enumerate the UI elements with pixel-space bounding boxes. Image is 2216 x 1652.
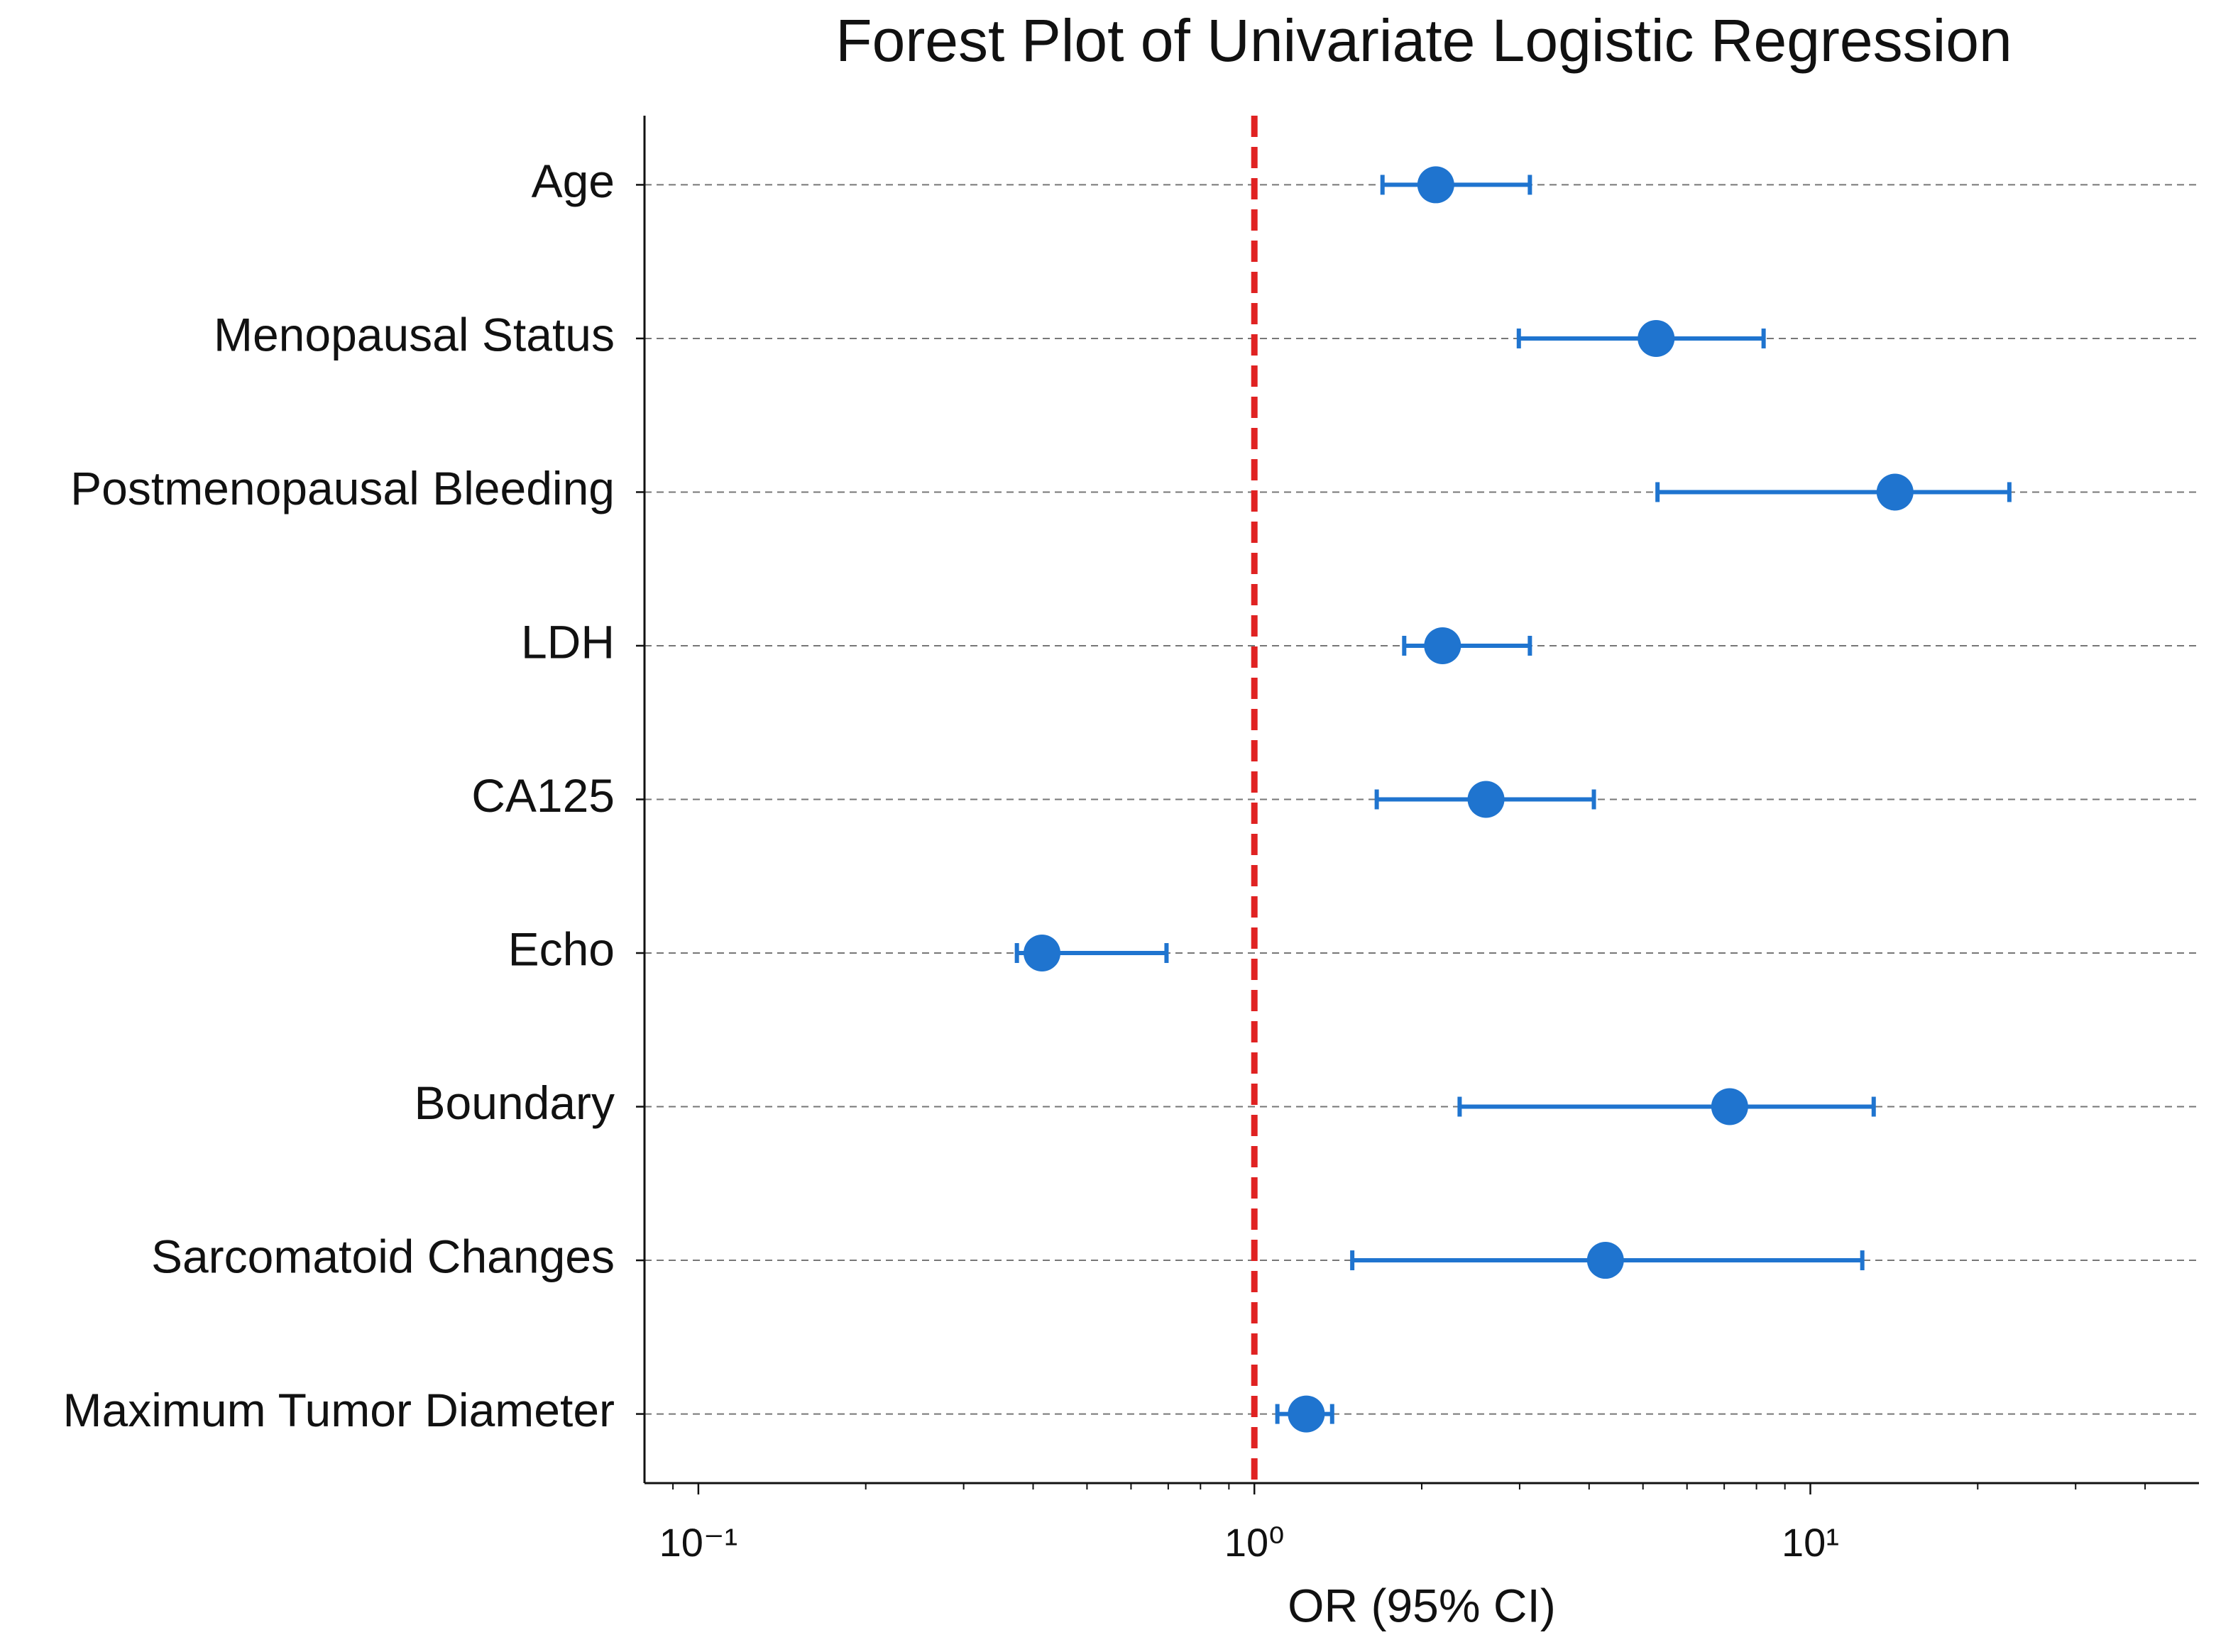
point-estimate: [1711, 1088, 1748, 1125]
y-tick-label: CA125: [471, 769, 615, 822]
x-tick-label: 10⁻¹: [659, 1520, 738, 1565]
y-tick-label: Sarcomatoid Changes: [151, 1230, 615, 1282]
point-estimate: [1586, 1242, 1624, 1279]
y-tick-label: Boundary: [414, 1076, 615, 1129]
y-tick-label: Maximum Tumor Diameter: [63, 1384, 615, 1436]
y-tick-label: Echo: [508, 923, 615, 975]
point-estimate: [1876, 473, 1914, 511]
point-estimate: [1288, 1395, 1325, 1433]
point-estimate: [1467, 781, 1505, 818]
x-axis-label: OR (95% CI): [1288, 1579, 1556, 1631]
y-tick-label: Menopausal Status: [214, 308, 615, 360]
point-estimate: [1024, 935, 1061, 972]
point-estimate: [1638, 319, 1675, 357]
y-tick-label: Age: [532, 155, 615, 207]
chart-title: Forest Plot of Univariate Logistic Regre…: [835, 7, 2012, 74]
y-tick-label: LDH: [521, 615, 615, 668]
point-estimate: [1417, 166, 1454, 204]
x-tick-label: 10⁰: [1224, 1520, 1285, 1565]
y-tick-label: Postmenopausal Bleeding: [70, 462, 615, 514]
point-estimate: [1424, 627, 1461, 664]
x-tick-label: 10¹: [1782, 1520, 1839, 1565]
